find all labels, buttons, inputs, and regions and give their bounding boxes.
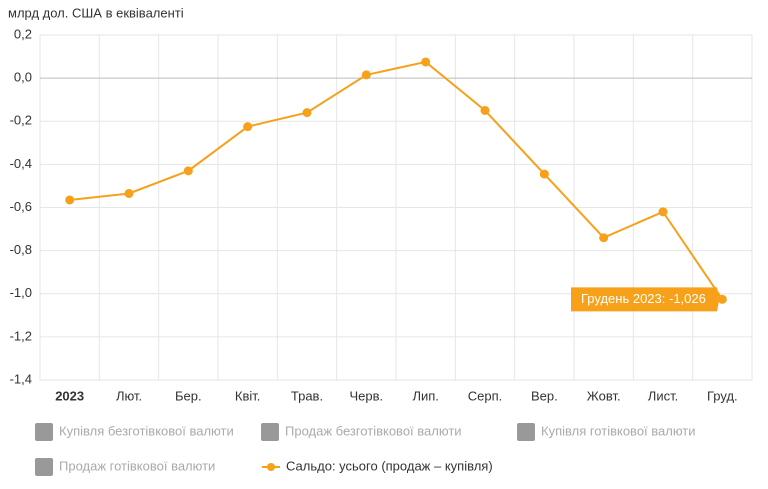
point [717, 294, 727, 304]
legend-label[interactable]: Сальдо: усього (продаж – купівля) [286, 458, 493, 473]
y-tick-label: 0,0 [14, 70, 32, 85]
y-axis-label: млрд дол. США в еквіваленті [8, 5, 184, 20]
point [599, 233, 609, 243]
legend-label[interactable]: Купівля безготівкової валюти [59, 423, 234, 438]
x-tick-label: Трав. [291, 388, 323, 403]
point [539, 169, 549, 179]
x-tick-label: Жовт. [587, 388, 621, 403]
y-tick-label: -1,0 [10, 285, 32, 300]
y-tick-label: -0,2 [10, 113, 32, 128]
tooltip-box [571, 287, 720, 312]
legend-label[interactable]: Купівля готівкової валюти [541, 423, 696, 438]
x-tick-label: Серп. [468, 388, 503, 403]
point [421, 57, 431, 67]
legend-swatch[interactable] [35, 423, 53, 441]
legend-marker[interactable] [267, 463, 275, 471]
legend-swatch[interactable] [35, 458, 53, 476]
y-tick-label: -1,4 [10, 371, 32, 386]
legend-swatch[interactable] [517, 423, 535, 441]
x-tick-label: Квіт. [235, 388, 261, 403]
legend-swatch[interactable] [261, 423, 279, 441]
x-tick-label: Лист. [648, 388, 678, 403]
y-tick-label: -1,2 [10, 328, 32, 343]
y-tick-label: -0,4 [10, 156, 32, 171]
y-tick-label: 0,2 [14, 26, 32, 41]
legend-label[interactable]: Продаж безготівкової валюти [285, 423, 462, 438]
tooltip-text: Грудень 2023: -1,026 [581, 291, 706, 306]
point [183, 166, 193, 176]
x-tick-label: 2023 [55, 388, 84, 403]
x-tick-label: Лип. [412, 388, 438, 403]
x-tick-label: Лют. [116, 388, 142, 403]
point [480, 105, 490, 115]
point [124, 188, 134, 198]
x-tick-label: Вер. [531, 388, 558, 403]
x-tick-label: Бер. [175, 388, 202, 403]
point [658, 207, 668, 217]
y-tick-label: -0,8 [10, 242, 32, 257]
point [302, 108, 312, 118]
point [65, 195, 75, 205]
x-tick-label: Груд. [707, 388, 738, 403]
point [243, 122, 253, 132]
x-tick-label: Черв. [350, 388, 384, 403]
point [361, 70, 371, 80]
y-tick-label: -0,6 [10, 199, 32, 214]
legend-label[interactable]: Продаж готівкової валюти [59, 458, 215, 473]
line [69, 60, 724, 300]
